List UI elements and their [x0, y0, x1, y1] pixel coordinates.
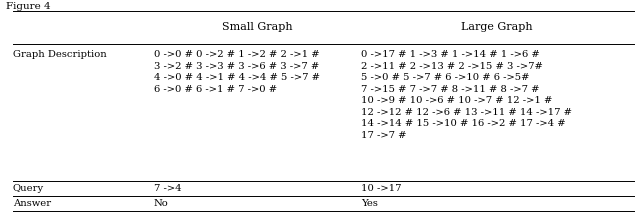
Text: 10 ->17: 10 ->17 — [361, 184, 401, 193]
Text: Yes: Yes — [361, 199, 378, 208]
Text: Small Graph: Small Graph — [222, 22, 292, 32]
Text: Figure 4: Figure 4 — [6, 2, 51, 11]
Text: 7 ->4: 7 ->4 — [154, 184, 181, 193]
Text: Graph Description: Graph Description — [13, 50, 106, 59]
Text: 0 ->0 # 0 ->2 # 1 ->2 # 2 ->1 #
3 ->2 # 3 ->3 # 3 ->6 # 3 ->7 #
4 ->0 # 4 ->1 # : 0 ->0 # 0 ->2 # 1 ->2 # 2 ->1 # 3 ->2 # … — [154, 50, 320, 94]
Text: No: No — [154, 199, 168, 208]
Text: Large Graph: Large Graph — [461, 22, 533, 32]
Text: Answer: Answer — [13, 199, 51, 208]
Text: Query: Query — [13, 184, 44, 193]
Text: 0 ->17 # 1 ->3 # 1 ->14 # 1 ->6 #
2 ->11 # 2 ->13 # 2 ->15 # 3 ->7#
5 ->0 # 5 ->: 0 ->17 # 1 ->3 # 1 ->14 # 1 ->6 # 2 ->11… — [361, 50, 572, 140]
